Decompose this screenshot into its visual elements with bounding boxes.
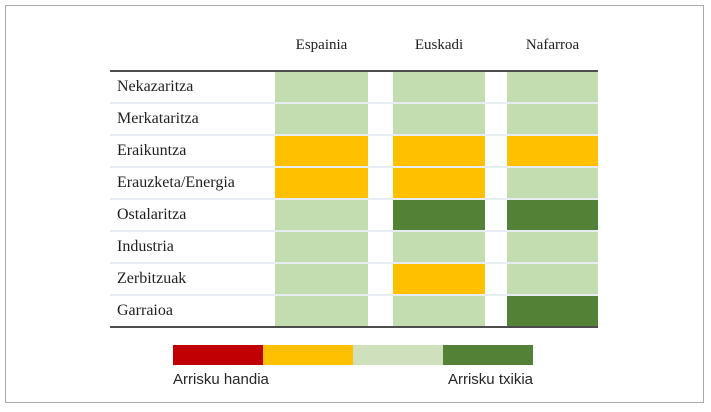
legend-color-segment xyxy=(263,345,353,365)
risk-cell xyxy=(507,104,598,134)
risk-cell xyxy=(507,296,598,326)
risk-cell xyxy=(507,200,598,230)
risk-cell xyxy=(507,168,598,198)
risk-cell xyxy=(393,104,485,134)
risk-cell xyxy=(393,168,485,198)
row-label: Merkataritza xyxy=(117,110,199,127)
legend-color-segment xyxy=(353,345,443,365)
risk-cell xyxy=(275,264,368,294)
column-header-espainia: Espainia xyxy=(295,37,348,53)
row-label: Ostalaritza xyxy=(117,206,187,223)
risk-table-body: Nekazaritza Merkataritza Eraikuntza Erauzke… xyxy=(110,72,598,326)
column-header-euskadi: Euskadi xyxy=(414,37,464,53)
risk-cell xyxy=(507,264,598,294)
row-label: Garraioa xyxy=(117,302,173,319)
table-row: Eraikuntza xyxy=(110,136,598,168)
row-label: Industria xyxy=(117,238,174,255)
risk-cell xyxy=(393,296,485,326)
risk-cell xyxy=(275,296,368,326)
header-rule xyxy=(110,70,598,72)
legend-labels: Arrisku handia Arrisku txikia xyxy=(173,371,533,388)
row-label: Zerbitzuak xyxy=(117,270,187,287)
legend-color-bar xyxy=(173,345,533,365)
legend-color-segment xyxy=(173,345,263,365)
legend-color-segment xyxy=(443,345,533,365)
row-label: Erauzketa/Energia xyxy=(117,174,235,191)
table-row: Merkataritza xyxy=(110,104,598,136)
risk-cell xyxy=(275,232,368,262)
legend-label-high-risk: Arrisku handia xyxy=(173,371,269,388)
risk-cell xyxy=(507,136,598,166)
risk-cell xyxy=(507,232,598,262)
risk-cell xyxy=(275,104,368,134)
risk-cell xyxy=(393,72,485,102)
risk-cell xyxy=(275,200,368,230)
risk-table: Espainia Euskadi Nafarroa Nekazaritza Mer… xyxy=(110,0,598,328)
table-row: Nekazaritza xyxy=(110,72,598,104)
row-label: Nekazaritza xyxy=(117,78,194,95)
risk-cell xyxy=(393,264,485,294)
risk-cell xyxy=(275,72,368,102)
table-row: Industria xyxy=(110,232,598,264)
bottom-rule xyxy=(110,326,598,328)
risk-cell xyxy=(275,136,368,166)
table-row: Garraioa xyxy=(110,296,598,326)
column-header-nafarroa: Nafarroa xyxy=(525,37,580,53)
row-label: Eraikuntza xyxy=(117,142,187,159)
table-row: Zerbitzuak xyxy=(110,264,598,296)
risk-cell xyxy=(275,168,368,198)
legend-label-low-risk: Arrisku txikia xyxy=(447,371,533,388)
column-header-row: Espainia Euskadi Nafarroa xyxy=(110,0,598,70)
table-row: Erauzketa/Energia xyxy=(110,168,598,200)
risk-cell xyxy=(507,72,598,102)
risk-legend: Arrisku handia Arrisku txikia xyxy=(173,345,533,388)
risk-cell xyxy=(393,200,485,230)
risk-cell xyxy=(393,136,485,166)
table-row: Ostalaritza xyxy=(110,200,598,232)
risk-cell xyxy=(393,232,485,262)
